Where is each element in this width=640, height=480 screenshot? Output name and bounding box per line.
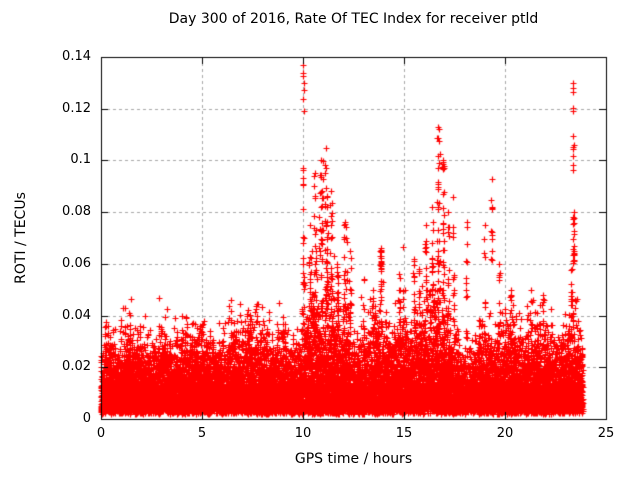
x-tick-label: 10 xyxy=(294,426,312,441)
y-tick-label: 0.06 xyxy=(62,255,91,271)
y-tick-label: 0.1 xyxy=(70,152,91,168)
y-tick-label: 0 xyxy=(82,411,91,426)
x-axis-label: GPS time / hours xyxy=(294,451,413,467)
x-tick-label: 20 xyxy=(496,426,514,441)
y-tick-label: 0.04 xyxy=(62,307,91,323)
y-tick-label: 0.12 xyxy=(62,100,91,116)
x-tick-label: 15 xyxy=(395,426,413,441)
x-tick-label: 5 xyxy=(197,426,207,441)
chart-title: Day 300 of 2016, Rate Of TEC Index for r… xyxy=(168,11,539,27)
y-tick-label: 0.08 xyxy=(62,204,91,220)
y-axis-label: ROTI / TECUs xyxy=(13,192,29,284)
x-tick-label: 0 xyxy=(96,426,106,441)
y-tick-label: 0.02 xyxy=(62,359,91,375)
x-tick-label: 25 xyxy=(597,426,615,441)
y-tick-label: 0.14 xyxy=(62,49,91,64)
